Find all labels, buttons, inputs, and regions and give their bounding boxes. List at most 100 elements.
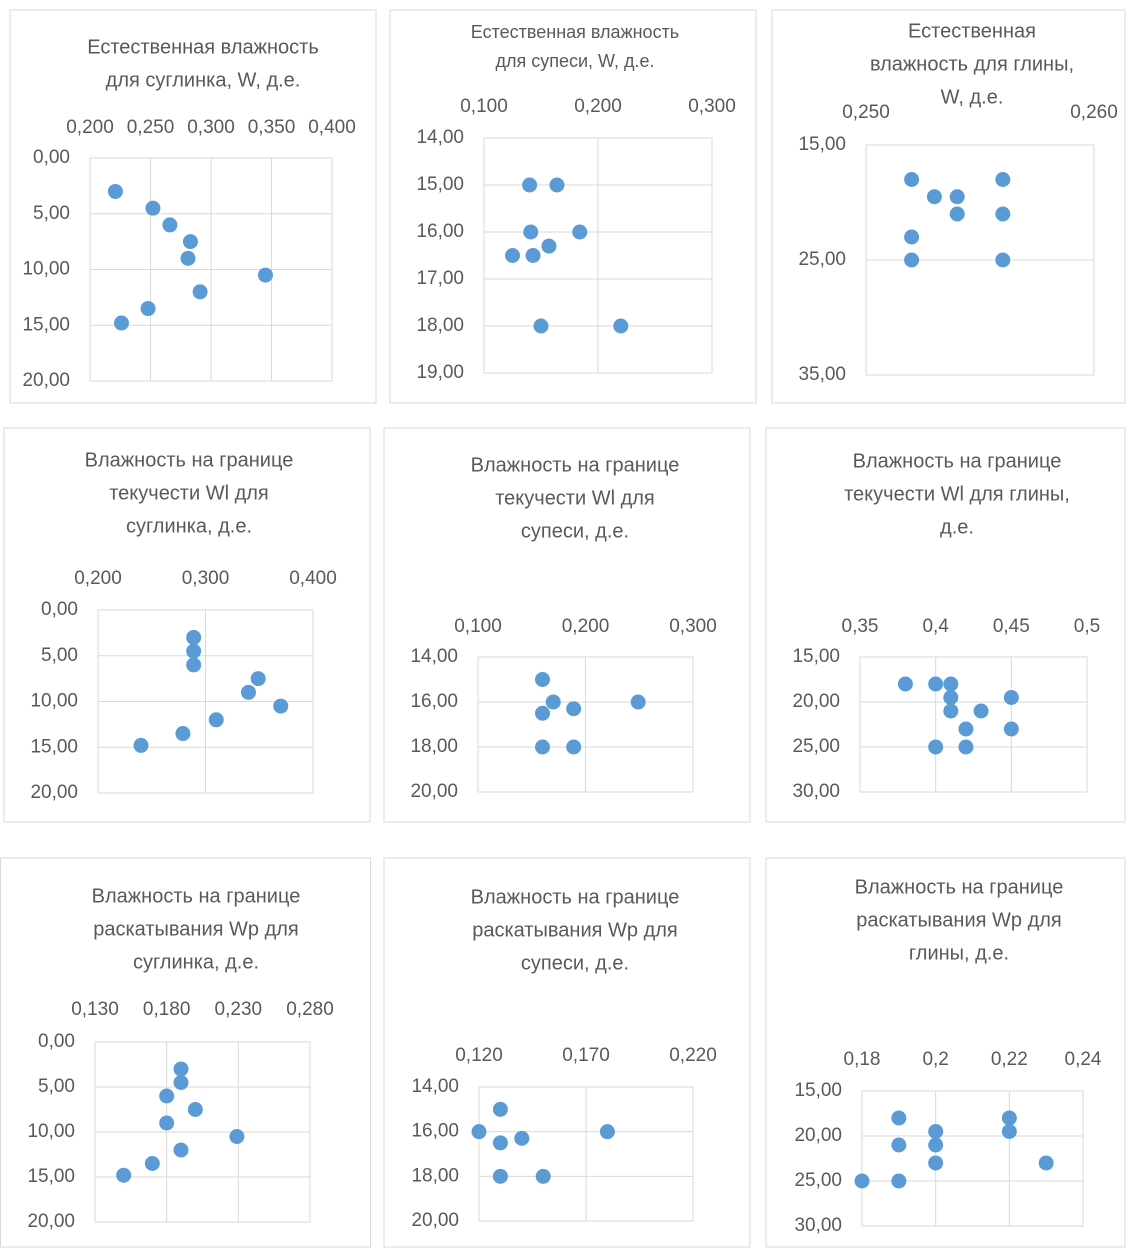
chart-title: раскатывания Wp для (856, 909, 1062, 931)
point (492, 1101, 508, 1117)
point (891, 1110, 907, 1126)
x-tick-label: 0,24 (1065, 1049, 1102, 1070)
panel (383, 427, 751, 823)
point (144, 1156, 160, 1171)
point (182, 234, 198, 250)
x-tick-label: 0,350 (248, 117, 296, 138)
point (250, 671, 266, 687)
y-tick-label: 20,00 (27, 1211, 75, 1232)
point (572, 224, 588, 240)
point (958, 739, 974, 755)
x-tick-label: 0,4 (922, 616, 949, 637)
chart-title: Влажность на границе (853, 450, 1062, 472)
y-tick-label: 0,00 (41, 599, 78, 620)
x-tick-label: 0,300 (688, 96, 736, 117)
point (566, 739, 582, 755)
y-tick-label: 15,00 (416, 174, 464, 195)
chart-title: для супеси, W, д.е. (495, 51, 654, 71)
chart-title: супеси, д.е. (521, 952, 629, 974)
plot-area (861, 1090, 1084, 1227)
x-tick-label: 0,300 (182, 568, 230, 589)
y-tick-label: 15,00 (22, 314, 70, 335)
x-tick-label: 0,300 (187, 117, 235, 138)
y-tick-label: 25,00 (798, 249, 846, 270)
point (133, 737, 149, 753)
chart-title: Влажность на границе (92, 885, 301, 907)
point (229, 1129, 245, 1144)
point (1001, 1110, 1017, 1126)
x-tick-label: 0,45 (993, 616, 1030, 637)
y-tick-label: 19,00 (416, 362, 464, 383)
point (187, 1102, 203, 1117)
y-tick-label: 20,00 (30, 782, 78, 803)
point (208, 712, 224, 728)
y-tick-label: 18,00 (416, 315, 464, 336)
point (928, 676, 944, 692)
point (891, 1173, 907, 1189)
y-tick-label: 14,00 (411, 1076, 459, 1097)
point (1003, 690, 1019, 705)
point (943, 676, 959, 692)
y-tick-label: 10,00 (22, 259, 70, 280)
point (1003, 721, 1019, 737)
chart-title: Естественная влажность (87, 36, 319, 58)
plot-area (483, 137, 713, 374)
x-tick-label: 0,400 (308, 117, 356, 138)
y-tick-label: 20,00 (410, 781, 458, 802)
chart-title: Влажность на границе (471, 454, 680, 476)
x-tick-label: 0,130 (71, 999, 119, 1020)
x-tick-label: 0,220 (669, 1045, 717, 1066)
chart-title: текучести Wl для (495, 487, 655, 509)
y-tick-label: 15,00 (30, 736, 78, 757)
y-tick-label: 16,00 (411, 1121, 459, 1142)
point (541, 238, 557, 254)
chart-title: Естественная (908, 20, 1036, 42)
plot-area (478, 1086, 694, 1222)
y-tick-label: 35,00 (798, 364, 846, 385)
point (159, 1115, 175, 1131)
x-tick-label: 0,200 (74, 568, 122, 589)
panel (383, 857, 751, 1248)
x-tick-label: 0,200 (574, 96, 622, 117)
point (897, 676, 913, 692)
point (549, 177, 565, 193)
y-tick-label: 15,00 (27, 1166, 75, 1187)
x-tick-label: 0,280 (286, 999, 334, 1020)
x-tick-label: 0,170 (562, 1045, 610, 1066)
point (186, 643, 202, 659)
plot-area (859, 656, 1088, 793)
y-tick-label: 15,00 (794, 1080, 842, 1101)
point (159, 1088, 175, 1104)
y-tick-label: 18,00 (411, 1165, 459, 1186)
point (514, 1130, 530, 1146)
chart-title: текучести Wl для (109, 482, 269, 504)
y-tick-label: 25,00 (794, 1170, 842, 1191)
y-tick-label: 20,00 (792, 691, 840, 712)
point (192, 284, 208, 300)
point (891, 1137, 907, 1153)
y-tick-label: 20,00 (411, 1210, 459, 1231)
y-tick-label: 5,00 (33, 203, 70, 224)
point (505, 248, 520, 263)
plot-area (89, 157, 333, 382)
x-tick-label: 0,100 (454, 616, 502, 637)
point (523, 224, 539, 240)
y-tick-label: 10,00 (27, 1121, 75, 1142)
plot-area (97, 609, 314, 794)
point (995, 206, 1011, 222)
point (958, 721, 974, 737)
chart-title: супеси, д.е. (521, 520, 629, 542)
y-tick-label: 17,00 (416, 268, 464, 289)
point (535, 1168, 551, 1184)
point (257, 267, 273, 283)
chart-title: Естественная влажность (471, 22, 679, 42)
panel (3, 427, 371, 823)
chart-title: суглинка, д.е. (133, 951, 259, 973)
point (175, 726, 191, 742)
chart-title: текучести Wl для глины, (844, 483, 1070, 505)
point (995, 172, 1011, 187)
panel (9, 9, 377, 404)
x-tick-label: 0,400 (289, 568, 337, 589)
x-tick-label: 0,200 (562, 616, 610, 637)
